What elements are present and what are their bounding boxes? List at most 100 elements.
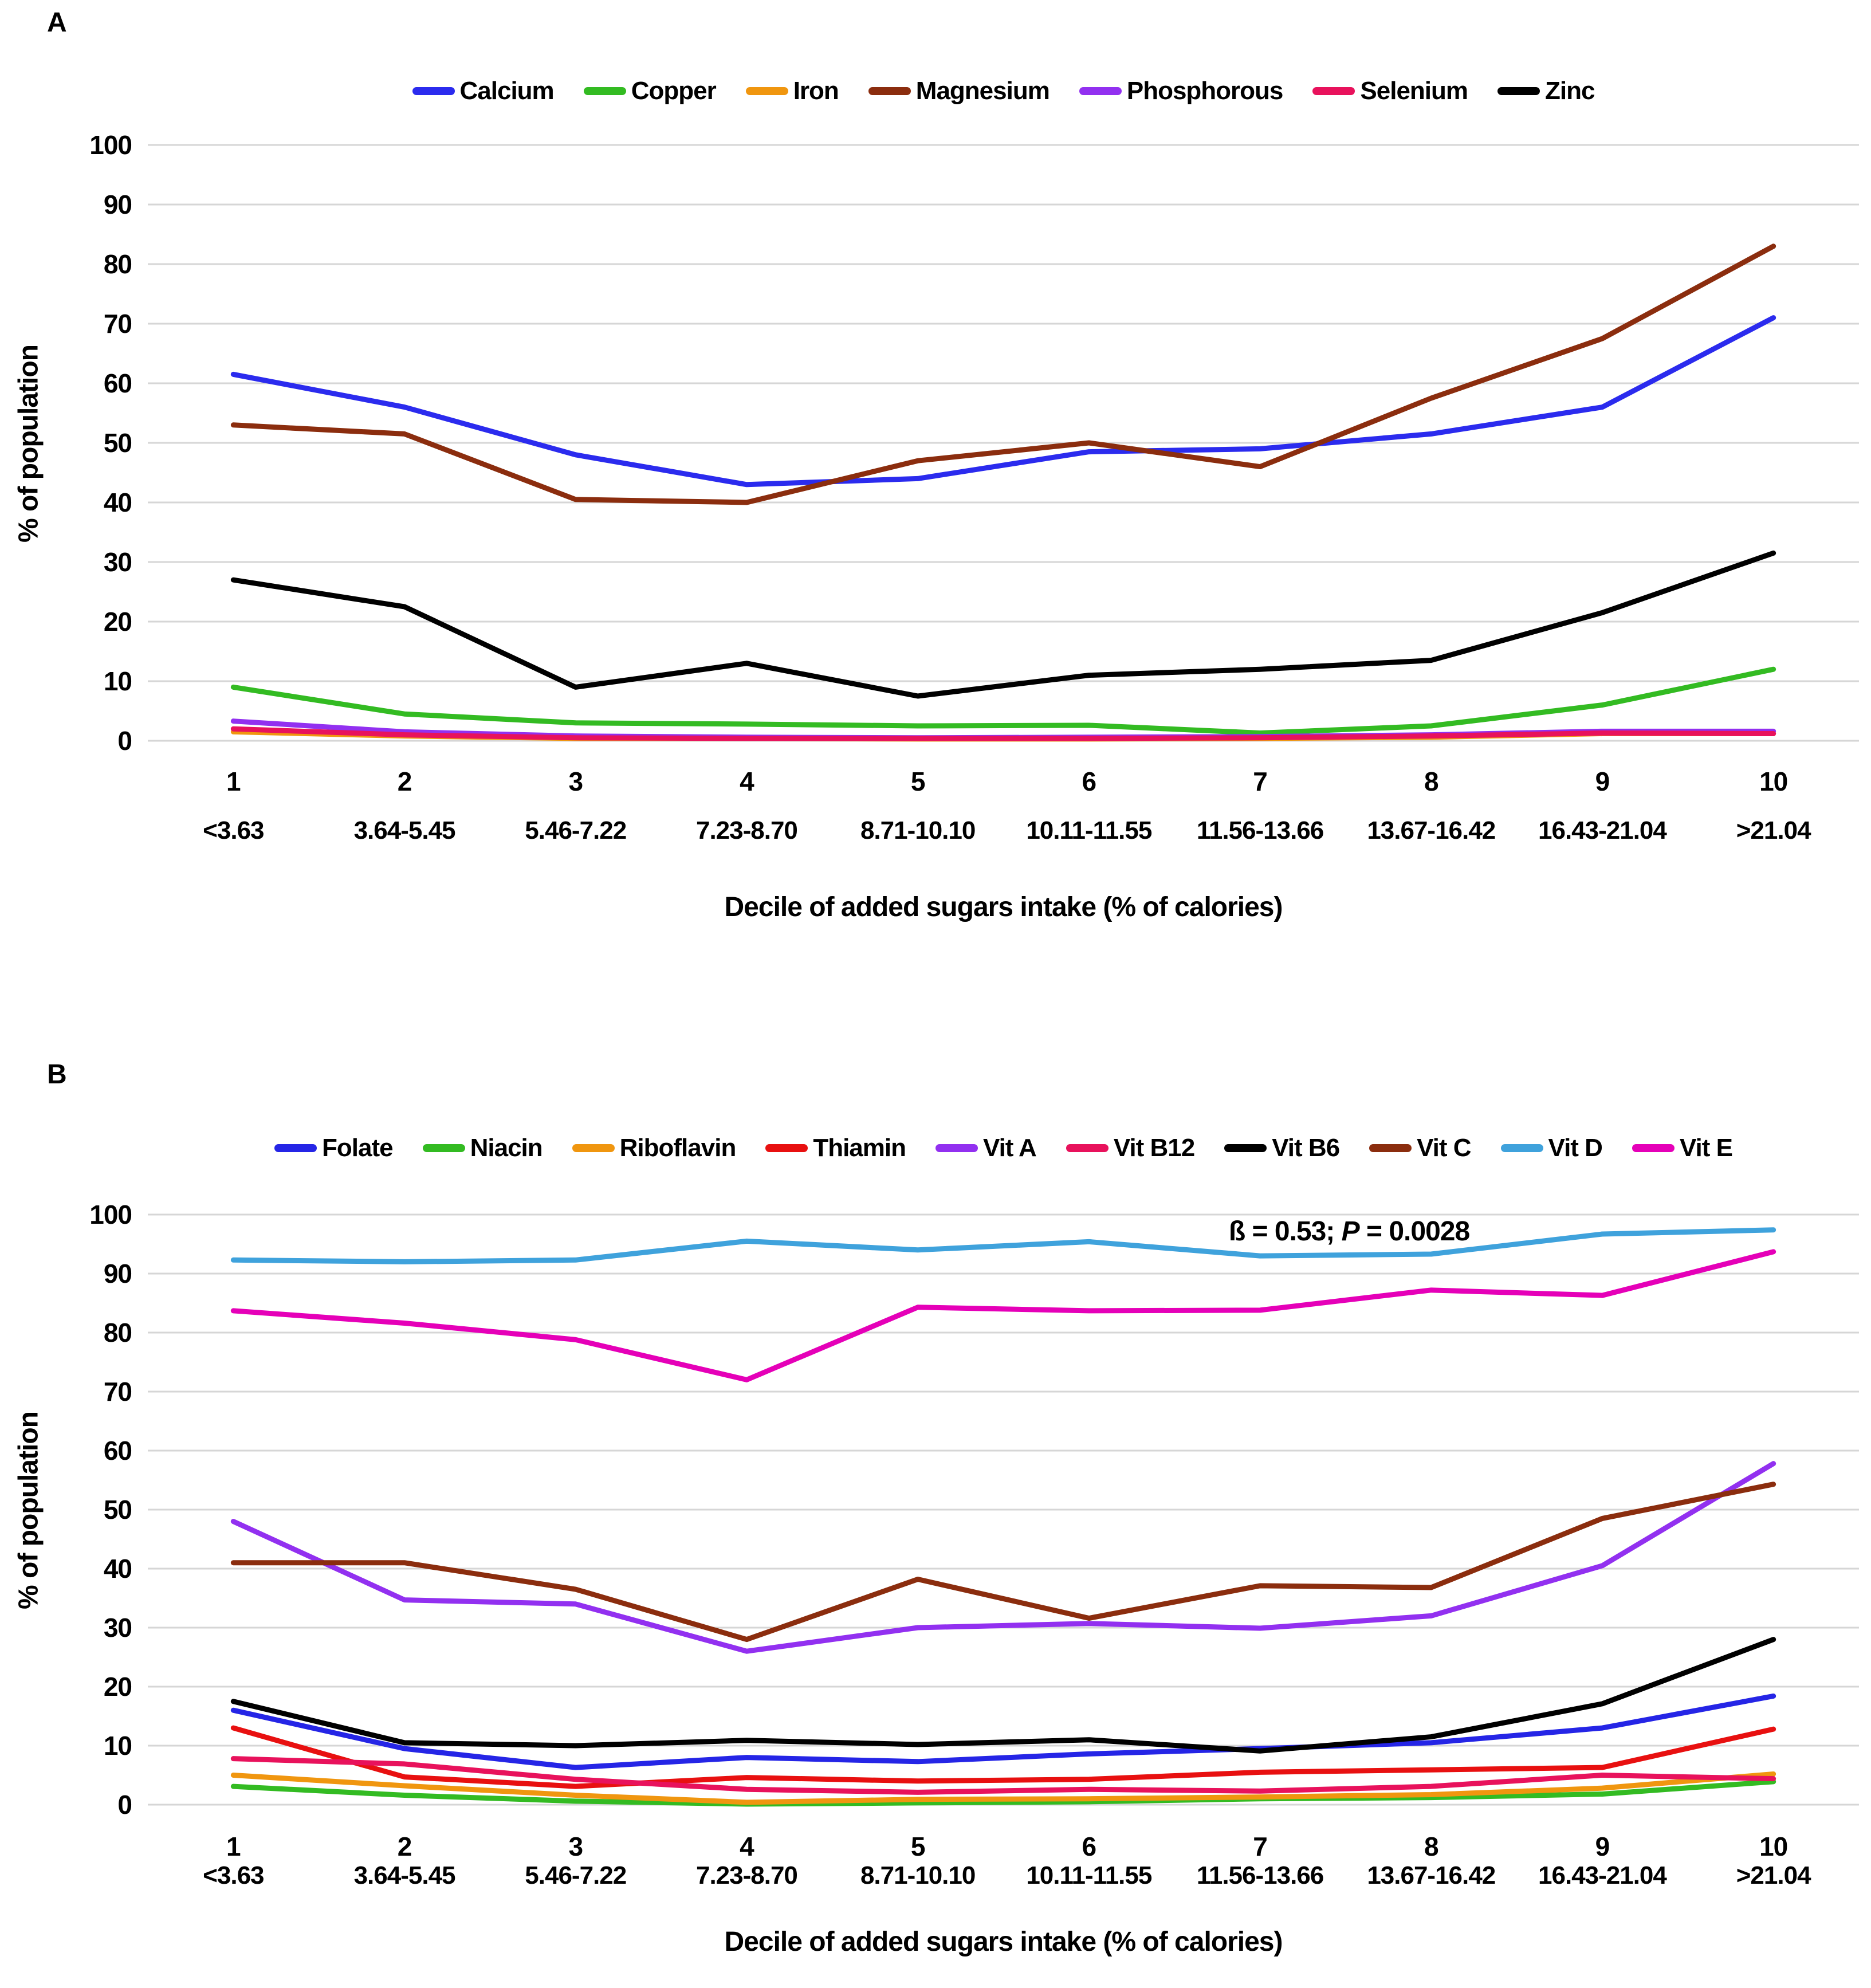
series-line-niacin <box>230 1779 1776 1807</box>
y-tick-label: 60 <box>104 1436 132 1466</box>
y-tick-label: 30 <box>104 1613 132 1643</box>
y-tick-label: 70 <box>104 1377 132 1406</box>
y-tick-label: 40 <box>104 488 132 517</box>
legend-label-folate: Folate <box>322 1134 394 1162</box>
x-range-label: <3.63 <box>203 1861 264 1889</box>
y-tick-label: 60 <box>104 368 132 398</box>
legend-swatch-folate-icon <box>274 1144 317 1152</box>
legend-label-phosphorous: Phosphorous <box>1126 77 1284 105</box>
legend-swatch-zinc-icon <box>1497 87 1540 95</box>
y-tick-label: 100 <box>89 1200 132 1229</box>
legend-swatch-phosphorous-icon <box>1079 87 1122 95</box>
y-tick-label: 50 <box>104 1495 132 1525</box>
legend-label-niacin: Niacin <box>470 1134 543 1162</box>
legend-label-vit-c: Vit C <box>1417 1134 1471 1162</box>
legend-swatch-vit-d-icon <box>1500 1144 1543 1152</box>
y-tick-label: 20 <box>104 1672 132 1702</box>
x-tick-label: 10 <box>1759 1832 1787 1861</box>
x-range-label: 16.43-21.04 <box>1538 816 1667 844</box>
legend-swatch-iron-icon <box>745 87 788 95</box>
legend-swatch-vit-c-icon <box>1369 1144 1412 1152</box>
legend-label-selenium: Selenium <box>1360 77 1468 105</box>
annotation-beta-text: ß = 0.53; <box>1228 1216 1342 1247</box>
x-range-label: 13.67-16.42 <box>1367 1861 1495 1889</box>
legend-item-vit-d: Vit D <box>1500 1134 1603 1162</box>
legend-swatch-copper-icon <box>583 87 626 95</box>
series-line-folate <box>230 1693 1776 1770</box>
x-range-label: 7.23-8.70 <box>696 816 797 844</box>
y-tick-label: 40 <box>104 1554 132 1584</box>
x-tick-label: 5 <box>911 1832 925 1861</box>
x-range-label: 16.43-21.04 <box>1538 1861 1667 1889</box>
x-range-label: <3.63 <box>203 816 264 844</box>
series-line-magnesium <box>230 243 1776 505</box>
y-tick-label: 50 <box>104 428 132 458</box>
y-tick-label: 10 <box>104 666 132 696</box>
legend-item-niacin: Niacin <box>422 1134 543 1162</box>
legend-label-copper: Copper <box>631 77 717 105</box>
x-range-label: 3.64-5.45 <box>354 1861 455 1889</box>
panel-a-x-axis-title: Decile of added sugars intake (% of calo… <box>724 892 1283 922</box>
legend-item-vit-a: Vit A <box>935 1134 1037 1162</box>
x-range-label: 10.11-11.55 <box>1026 1861 1152 1889</box>
x-tick-label: 7 <box>1253 767 1267 796</box>
legend-label-iron: Iron <box>793 77 839 105</box>
panel-a-label: A <box>47 7 67 38</box>
x-tick-label: 3 <box>568 767 583 796</box>
y-tick-label: 80 <box>104 249 132 279</box>
x-tick-label: 1 <box>226 767 241 796</box>
legend-item-calcium: Calcium <box>412 77 555 105</box>
x-range-label: >21.04 <box>1736 1861 1811 1889</box>
series-line-vit-b6 <box>230 1637 1776 1754</box>
legend-swatch-niacin-icon <box>422 1144 465 1152</box>
x-tick-label: 1 <box>226 1832 241 1861</box>
legend-swatch-calcium-icon <box>412 87 455 95</box>
legend-item-riboflavin: Riboflavin <box>572 1134 736 1162</box>
panel-a-y-axis-title: % of population <box>13 345 44 543</box>
y-tick-label: 20 <box>104 607 132 637</box>
x-range-label: 5.46-7.22 <box>525 1861 626 1889</box>
legend-item-zinc: Zinc <box>1497 77 1595 105</box>
legend-label-vit-e: Vit E <box>1679 1134 1733 1162</box>
y-tick-label: 80 <box>104 1318 132 1347</box>
legend-item-copper: Copper <box>583 77 717 105</box>
y-tick-label: 0 <box>117 1790 132 1820</box>
y-tick-label: 30 <box>104 547 132 577</box>
legend-label-vit-a: Vit A <box>983 1134 1037 1162</box>
x-range-label: 11.56-13.66 <box>1197 816 1323 844</box>
legend-label-riboflavin: Riboflavin <box>619 1134 737 1162</box>
x-range-label: 8.71-10.10 <box>860 816 975 844</box>
x-range-label: 3.64-5.45 <box>354 816 455 844</box>
legend-swatch-thiamin-icon <box>765 1144 808 1152</box>
series-line-vit-b12 <box>230 1756 1776 1795</box>
legend-item-magnesium: Magnesium <box>868 77 1050 105</box>
legend-item-thiamin: Thiamin <box>765 1134 906 1162</box>
legend-swatch-vit-e-icon <box>1632 1144 1675 1152</box>
x-range-label: 7.23-8.70 <box>696 1861 797 1889</box>
legend-swatch-riboflavin-icon <box>572 1144 615 1152</box>
y-tick-label: 90 <box>104 190 132 219</box>
x-tick-label: 4 <box>740 1832 754 1861</box>
series-line-zinc <box>230 550 1776 699</box>
series-line-selenium <box>230 726 1776 741</box>
series-line-vit-d <box>230 1227 1776 1264</box>
series-line-calcium <box>230 315 1776 488</box>
x-tick-label: 2 <box>398 767 412 796</box>
x-tick-label: 4 <box>740 767 754 796</box>
panel-b-x-axis-title: Decile of added sugars intake (% of calo… <box>724 1927 1283 1957</box>
panel-b-y-axis-title: % of population <box>13 1412 44 1609</box>
legend-item-phosphorous: Phosphorous <box>1079 77 1283 105</box>
legend-label-vit-b6: Vit B6 <box>1272 1134 1340 1162</box>
x-range-label: 8.71-10.10 <box>860 1861 975 1889</box>
panel-a-legend: Calcium Copper Iron Magnesium Phosphorous Sel… <box>148 77 1859 105</box>
legend-label-zinc: Zinc <box>1545 77 1595 105</box>
legend-item-vit-b6: Vit B6 <box>1224 1134 1340 1162</box>
x-tick-label: 10 <box>1759 767 1787 796</box>
panel-b-label: B <box>47 1059 67 1090</box>
x-tick-label: 8 <box>1424 1832 1438 1861</box>
legend-label-vit-b12: Vit B12 <box>1113 1134 1195 1162</box>
x-range-label: 10.11-11.55 <box>1026 816 1152 844</box>
legend-label-calcium: Calcium <box>459 77 555 105</box>
x-range-label: 11.56-13.66 <box>1197 1861 1323 1889</box>
x-range-label: 5.46-7.22 <box>525 816 626 844</box>
